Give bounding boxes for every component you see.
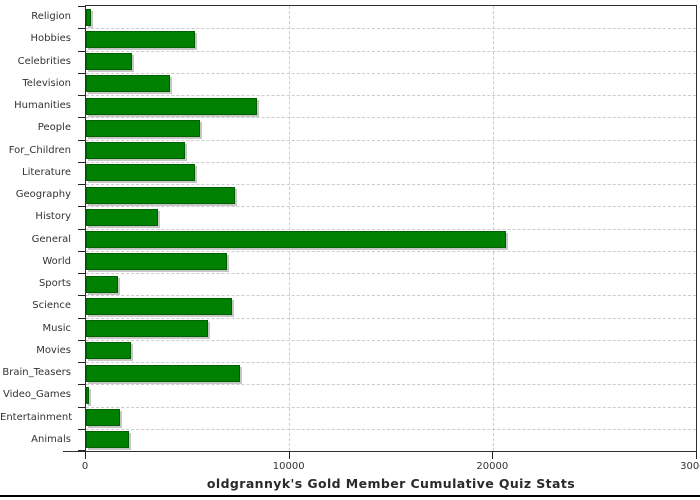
y-axis-tick [78,206,85,208]
horizontal-gridline [86,428,696,430]
category-label-video-games: Video_Games [3,389,71,401]
bar-world [86,253,228,271]
category-label-geography: Geography [15,189,71,200]
bar-general [86,231,506,248]
category-label-humanities: Humanities [14,100,71,111]
x-axis-label-10000: 10000 [272,461,305,472]
horizontal-gridline [86,384,696,386]
x-axis-tick-20000 [492,452,494,459]
y-axis-tick [78,450,85,451]
horizontal-gridline [86,406,696,408]
horizontal-gridline [86,317,696,319]
y-axis-tick [78,72,85,74]
y-axis-tick [78,406,85,408]
category-label-music: Music [42,322,71,334]
category-label-entertainment: Entertainment [0,411,73,423]
category-label-world: World [42,255,71,267]
category-label-science: Science [32,300,71,312]
horizontal-gridline [86,250,696,252]
x-axis-label-30000: 30000 [680,461,700,472]
x-axis-tick-30000 [696,452,697,459]
y-axis-tick [78,28,85,30]
horizontal-gridline [86,295,696,297]
category-label-hobbies: Hobbies [30,33,71,45]
category-label-television: Television [22,77,71,89]
horizontal-gridline [86,228,696,230]
y-axis-tick [78,139,85,141]
bar-animals [86,431,129,449]
x-axis-tick-0 [85,452,86,459]
horizontal-gridline [86,362,696,363]
x-axis-label-20000: 20000 [476,461,509,472]
horizontal-gridline [86,72,696,74]
bar-history [86,208,159,226]
bar-people [86,119,200,137]
bar-religion [86,8,92,26]
category-label-history: History [35,211,71,223]
horizontal-gridline [86,117,696,119]
bar-entertainment [86,409,120,426]
y-axis-tick [78,117,85,119]
category-label-literature: Literature [22,166,71,178]
y-axis-tick [78,161,85,163]
bar-music [86,320,208,337]
y-axis-tick [78,339,85,341]
bar-celebrities [86,53,132,70]
horizontal-gridline [86,161,696,163]
horizontal-gridline [86,273,696,274]
bar-hobbies [86,30,195,48]
x-axis-line-extension [63,451,86,452]
bar-movies [86,342,131,360]
y-axis-tick [78,50,85,52]
bar-sports [86,275,118,293]
bar-geography [86,186,236,204]
horizontal-gridline [86,28,696,30]
category-label-brain-teasers: Brain_Teasers [2,367,71,378]
y-axis-tick [78,184,85,185]
x-axis-tick-10000 [288,452,290,459]
category-label-general: General [31,233,71,245]
horizontal-gridline [86,206,696,208]
bar-television [86,75,171,93]
y-axis-tick [78,273,85,274]
category-label-celebrities: Celebrities [17,55,71,67]
category-label-animals: Animals [31,433,71,445]
category-label-for-children: For_Children [8,144,71,156]
category-label-movies: Movies [36,344,71,356]
y-axis-tick [78,428,85,430]
y-axis-tick [78,295,85,297]
bar-video-games [86,386,90,404]
y-axis-tick [78,228,85,230]
category-label-religion: Religion [31,11,71,22]
y-axis-tick [78,384,85,386]
category-label-people: People [37,122,71,134]
horizontal-gridline [86,339,696,341]
y-axis-tick [78,6,85,7]
y-axis-tick [78,95,85,96]
horizontal-gridline [86,139,696,141]
bar-for-children [86,142,185,159]
plot-area [78,5,697,452]
bar-brain-teasers [86,364,240,382]
chart-title: oldgrannyk's Gold Member Cumulative Quiz… [206,476,576,491]
category-label-sports: Sports [38,278,71,289]
horizontal-gridline [86,50,696,52]
bar-humanities [86,97,257,115]
bar-literature [86,164,195,182]
x-axis-label-0: 0 [81,461,89,472]
y-axis-tick [78,317,85,319]
y-axis-tick [78,250,85,252]
bar-science [86,297,233,315]
horizontal-gridline [86,184,696,185]
bottom-rule [0,495,700,497]
y-axis-tick [78,362,85,363]
horizontal-gridline [86,95,696,96]
